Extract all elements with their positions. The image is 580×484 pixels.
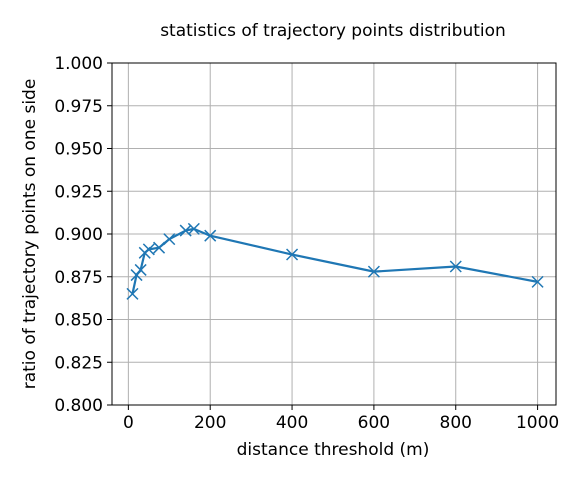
data-point-marker [449, 260, 462, 273]
x-tick-label: 1000 [516, 413, 559, 433]
marker-stroke [126, 287, 139, 300]
marker-stroke [187, 222, 200, 235]
y-tick-label: 0.950 [54, 140, 103, 160]
x-tick-label: 600 [358, 413, 390, 433]
data-point-marker [134, 263, 147, 276]
ticks: 0 200 400 600 800 1000 0.800 0.825 0.850 0.875 0.9… [54, 54, 559, 433]
y-axis-label: ratio of trajectory points on one side [20, 79, 40, 390]
data-point-marker [367, 265, 380, 278]
series-layer [126, 222, 544, 300]
y-tick-label: 0.925 [54, 182, 103, 202]
y-tick-label: 0.975 [54, 97, 103, 117]
x-axis-label: distance threshold (m) [237, 440, 430, 460]
x-tick-label: 400 [276, 413, 308, 433]
y-tick-label: 0.825 [54, 353, 103, 373]
data-point-marker [187, 222, 200, 235]
data-point-marker [153, 241, 166, 254]
data-point-marker [286, 248, 299, 261]
marker-stroke [286, 248, 299, 261]
data-point-marker [163, 233, 176, 246]
data-point-marker [531, 275, 544, 288]
y-tick-label: 0.875 [54, 268, 103, 288]
marker-stroke [367, 265, 380, 278]
y-tick-label: 1.000 [54, 54, 103, 74]
marker-stroke [142, 243, 155, 256]
data-point-marker [126, 287, 139, 300]
marker-stroke [449, 260, 462, 273]
marker-stroke [179, 224, 192, 237]
data-point-marker [204, 229, 217, 242]
data-point-marker [142, 243, 155, 256]
marker-stroke [204, 229, 217, 242]
x-tick-label: 0 [123, 413, 134, 433]
x-tick-label: 200 [194, 413, 226, 433]
x-tick-label: 800 [440, 413, 472, 433]
marker-stroke [531, 275, 544, 288]
y-tick-label: 0.900 [54, 225, 103, 245]
series-line [131, 227, 538, 295]
marker-stroke [134, 263, 147, 276]
marker-stroke [163, 233, 176, 246]
chart-title: statistics of trajectory points distribu… [160, 21, 506, 41]
marker-stroke [153, 241, 166, 254]
y-tick-label: 0.800 [54, 396, 103, 416]
y-tick-label: 0.850 [54, 311, 103, 331]
